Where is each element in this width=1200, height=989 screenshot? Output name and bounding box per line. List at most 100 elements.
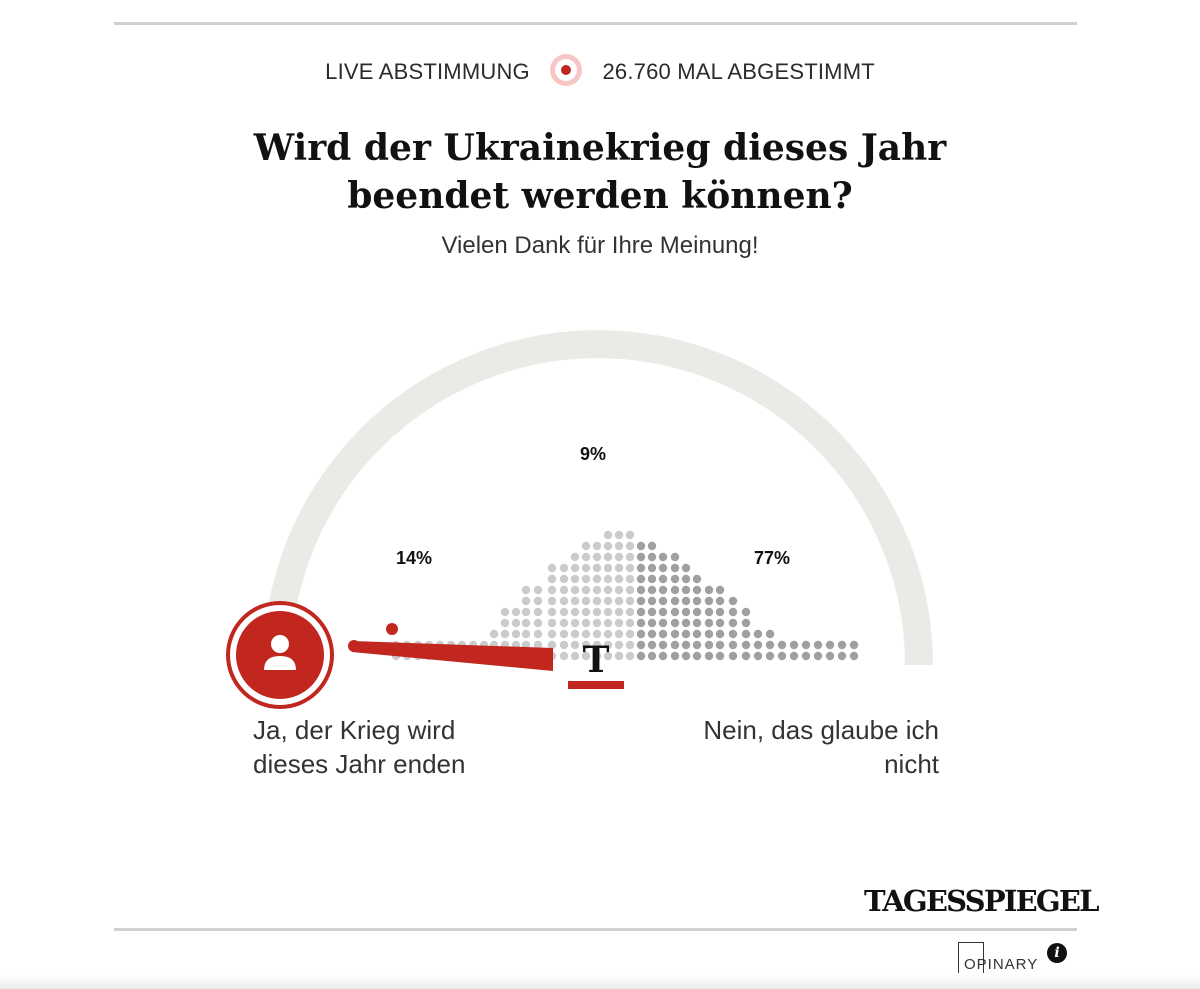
vote-dot [533,596,543,606]
vote-dot [670,618,680,628]
vote-dot [728,640,738,650]
vote-dot [658,607,668,617]
vote-dot [625,530,635,540]
poll-question: Wird der Ukrainekrieg dieses Jahr beende… [200,124,1000,220]
vote-dot [692,629,702,639]
vote-dot [647,629,657,639]
vote-dot [692,607,702,617]
vote-dot [636,640,646,650]
vote-dot [570,574,580,584]
vote-dot [603,563,613,573]
vote-dot [636,574,646,584]
vote-dot [670,596,680,606]
vote-dot [547,596,557,606]
vote-dot [715,640,725,650]
vote-dot [533,640,543,650]
vote-dot [592,618,602,628]
vote-dot [614,563,624,573]
percent-label-mitte: 9% [580,444,607,464]
vote-dot [670,640,680,650]
answer-yes-line-1: Ja, der Krieg wird [253,715,456,745]
vote-dot [581,585,591,595]
vote-dot [603,585,613,595]
vote-dot [670,607,680,617]
vote-dot [547,585,557,595]
vote-dot [625,607,635,617]
vote-dot [647,640,657,650]
vote-dot [625,563,635,573]
vote-dot [741,629,751,639]
answer-yes[interactable]: Ja, der Krieg wird dieses Jahr enden [253,713,465,781]
vote-dot [489,629,499,639]
vote-dot [592,541,602,551]
vote-dot [681,618,691,628]
question-line-2: beendet werden können? [347,175,853,217]
needle-letter: T [583,639,610,681]
vote-dot [533,585,543,595]
answer-no[interactable]: Nein, das glaube ich nicht [639,713,939,781]
vote-dot [670,651,680,661]
vote-dot [581,574,591,584]
vote-dot [625,629,635,639]
vote-dot [614,574,624,584]
vote-dot [728,629,738,639]
vote-count: 26.760 MAL ABGESTIMMT [602,59,875,84]
vote-dot [533,618,543,628]
vote-dot [625,618,635,628]
vote-dot [837,640,847,650]
vote-dot [704,651,714,661]
vote-dot [559,574,569,584]
vote-dot [647,585,657,595]
tagesspiegel-logo[interactable]: TAGESSPIEGEL [864,884,1100,918]
vote-dot [658,640,668,650]
vote-dot [614,596,624,606]
vote-dot [658,552,668,562]
vote-dot [715,629,725,639]
vote-dot [647,596,657,606]
vote-dot [511,629,521,639]
vote-dot [647,607,657,617]
vote-dot [636,629,646,639]
vote-dot [658,651,668,661]
vote-dot [647,651,657,661]
vote-dot [765,651,775,661]
vote-dot [658,629,668,639]
poll-gauge[interactable]: T [0,300,1200,720]
bottom-divider [114,928,1077,931]
top-divider [114,22,1077,25]
live-record-icon [550,54,583,86]
logo-underline [568,681,624,689]
vote-dot [592,574,602,584]
vote-dot [801,651,811,661]
vote-dot [603,574,613,584]
vote-dot [559,629,569,639]
vote-dot [614,585,624,595]
vote-dot [581,651,591,661]
vote-dot [614,618,624,628]
vote-dot [670,552,680,562]
vote-dot [704,629,714,639]
vote-dot [681,607,691,617]
vote-dot [570,585,580,595]
vote-dot [636,607,646,617]
vote-dot [681,640,691,650]
user-icon[interactable] [226,601,334,709]
vote-dot [603,530,613,540]
vote-dot [789,651,799,661]
vote-dot [614,530,624,540]
vote-dot [636,596,646,606]
vote-dot [670,574,680,584]
vote-dot [603,607,613,617]
gauge-arc [263,330,933,666]
vote-dot [603,596,613,606]
vote-dot [728,618,738,628]
vote-dot [547,618,557,628]
vote-dot [692,651,702,661]
info-icon[interactable]: i [1047,943,1067,963]
tagesspiegel-t-icon: T [568,639,624,689]
vote-dot [704,607,714,617]
vote-dot [777,651,787,661]
percent-label-ja: 14% [396,548,433,568]
vote-dot [603,552,613,562]
vote-dot [581,541,591,551]
